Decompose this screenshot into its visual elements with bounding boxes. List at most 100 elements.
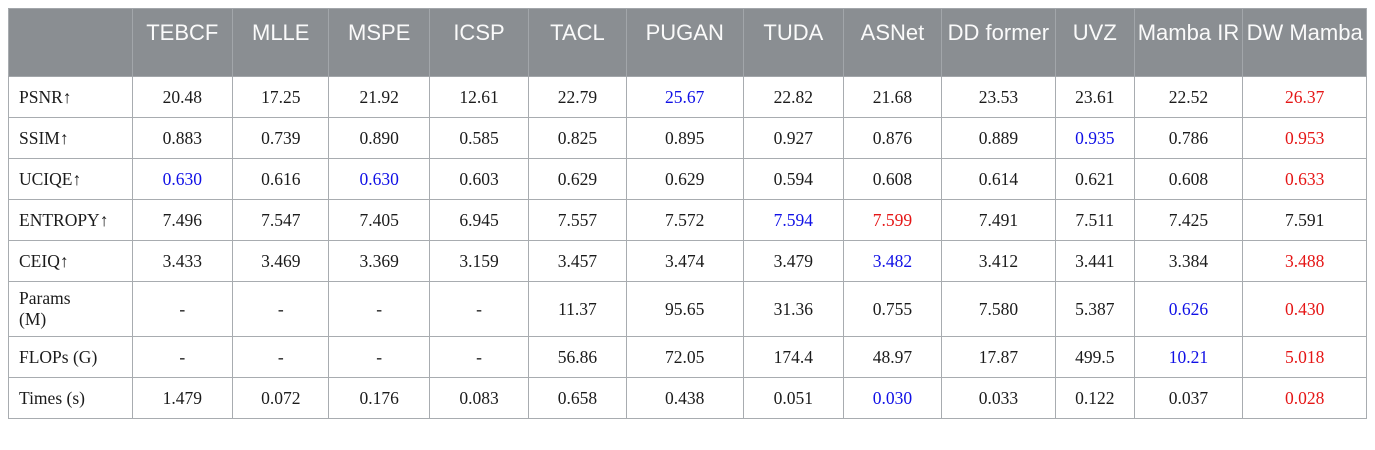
value-cell: 7.591	[1242, 199, 1367, 241]
value-cell: 0.621	[1054, 158, 1135, 200]
table-row-flops-g: FLOPs (G) - - - -56.86 72.05 174.4 48.97 17.87 49…	[8, 336, 1367, 378]
row-label: Params (M)	[8, 281, 133, 337]
value-cell: 7.594	[742, 199, 845, 241]
value-cell: 0.633	[1242, 158, 1367, 200]
col-header-dw-mamba: DW Mamba	[1242, 8, 1367, 77]
value-cell: 174.4	[742, 336, 845, 378]
value-cell: 0.438	[625, 377, 744, 419]
value-cell: 10.21	[1133, 336, 1244, 378]
value-cell: 0.889	[940, 117, 1056, 159]
value-cell: 11.37	[528, 281, 627, 337]
col-header-mlle: MLLE	[232, 8, 330, 77]
value-cell: 7.496	[131, 199, 234, 241]
value-cell: 3.412	[940, 240, 1056, 282]
value-cell: 7.425	[1133, 199, 1244, 241]
table-row-params: Params (M) - - - -11.37 95.65 31.36 0.755 7.580 5…	[8, 281, 1367, 337]
value-cell: 0.030	[843, 377, 942, 419]
table-row-entropy: ENTROPY↑ 7.496 7.547 7.405 6.945 7.557 7.572 7.…	[8, 199, 1367, 241]
corner-cell	[8, 8, 133, 77]
value-cell: 12.61	[428, 76, 530, 118]
value-cell: 48.97	[843, 336, 942, 378]
value-cell: 0.629	[625, 158, 744, 200]
value-cell: 0.603	[428, 158, 530, 200]
results-table: TEBCF MLLE MSPE ICSP TACL PUGAN TUDA ASNet DD fo…	[8, 8, 1367, 419]
value-cell: 0.739	[232, 117, 330, 159]
value-cell: 0.176	[328, 377, 430, 419]
value-cell: -	[131, 281, 234, 337]
value-cell: 7.580	[940, 281, 1056, 337]
value-cell: 31.36	[742, 281, 845, 337]
table-row-ssim: SSIM↑ 0.883 0.739 0.890 0.585 0.825 0.895 0.927…	[8, 117, 1367, 159]
value-cell: 25.67	[625, 76, 744, 118]
value-cell: -	[428, 281, 530, 337]
value-cell: 17.87	[940, 336, 1056, 378]
value-cell: 0.825	[528, 117, 627, 159]
col-header-uvz: UVZ	[1054, 8, 1135, 77]
col-header-mamba-ir: Mamba IR	[1133, 8, 1244, 77]
value-cell: 0.630	[131, 158, 234, 200]
value-cell: 72.05	[625, 336, 744, 378]
value-cell: 7.557	[528, 199, 627, 241]
row-label: ENTROPY↑	[8, 199, 133, 241]
value-cell: 22.52	[1133, 76, 1244, 118]
value-cell: 0.883	[131, 117, 234, 159]
value-cell: -	[232, 281, 330, 337]
value-cell: 3.469	[232, 240, 330, 282]
value-cell: 23.53	[940, 76, 1056, 118]
value-cell: 3.384	[1133, 240, 1244, 282]
value-cell: 17.25	[232, 76, 330, 118]
value-cell: 0.072	[232, 377, 330, 419]
value-cell: 0.626	[1133, 281, 1244, 337]
value-cell: 20.48	[131, 76, 234, 118]
value-cell: 3.488	[1242, 240, 1367, 282]
value-cell: 0.953	[1242, 117, 1367, 159]
row-label: UCIQE↑	[8, 158, 133, 200]
value-cell: 0.594	[742, 158, 845, 200]
table-row-ceiq: CEIQ↑ 3.433 3.469 3.369 3.159 3.457 3.474 3.479…	[8, 240, 1367, 282]
value-cell: 7.547	[232, 199, 330, 241]
col-header-tebcf: TEBCF	[131, 8, 234, 77]
header-row: TEBCF MLLE MSPE ICSP TACL PUGAN TUDA ASNet DD fo…	[8, 8, 1367, 77]
row-label: CEIQ↑	[8, 240, 133, 282]
table-body: PSNR↑ 20.48 17.25 21.92 12.61 22.79 25.67 22.82…	[8, 76, 1367, 419]
value-cell: 0.028	[1242, 377, 1367, 419]
value-cell: 22.82	[742, 76, 845, 118]
value-cell: -	[328, 281, 430, 337]
value-cell: 0.122	[1054, 377, 1135, 419]
value-cell: 7.599	[843, 199, 942, 241]
value-cell: 0.430	[1242, 281, 1367, 337]
value-cell: 499.5	[1054, 336, 1135, 378]
value-cell: 0.608	[843, 158, 942, 200]
value-cell: 0.051	[742, 377, 845, 419]
row-label: PSNR↑	[8, 76, 133, 118]
col-header-icsp: ICSP	[428, 8, 530, 77]
value-cell: 3.159	[428, 240, 530, 282]
value-cell: 7.511	[1054, 199, 1135, 241]
value-cell: 0.629	[528, 158, 627, 200]
value-cell: 23.61	[1054, 76, 1135, 118]
value-cell: 21.92	[328, 76, 430, 118]
table-row-psnr: PSNR↑ 20.48 17.25 21.92 12.61 22.79 25.67 22.82…	[8, 76, 1367, 118]
value-cell: 0.608	[1133, 158, 1244, 200]
value-cell: 5.387	[1054, 281, 1135, 337]
value-cell: -	[328, 336, 430, 378]
value-cell: 0.037	[1133, 377, 1244, 419]
value-cell: 0.927	[742, 117, 845, 159]
value-cell: 0.786	[1133, 117, 1244, 159]
value-cell: 7.491	[940, 199, 1056, 241]
col-header-tacl: TACL	[528, 8, 627, 77]
row-label: Times (s)	[8, 377, 133, 419]
value-cell: 0.616	[232, 158, 330, 200]
row-label: FLOPs (G)	[8, 336, 133, 378]
value-cell: 3.457	[528, 240, 627, 282]
value-cell: 0.033	[940, 377, 1056, 419]
value-cell: 0.895	[625, 117, 744, 159]
value-cell: 5.018	[1242, 336, 1367, 378]
value-cell: 21.68	[843, 76, 942, 118]
col-header-mspe: MSPE	[328, 8, 430, 77]
value-cell: -	[232, 336, 330, 378]
value-cell: 0.935	[1054, 117, 1135, 159]
value-cell: 0.630	[328, 158, 430, 200]
value-cell: 7.405	[328, 199, 430, 241]
table-row-uciqe: UCIQE↑ 0.630 0.616 0.630 0.603 0.629 0.629 0.59…	[8, 158, 1367, 200]
